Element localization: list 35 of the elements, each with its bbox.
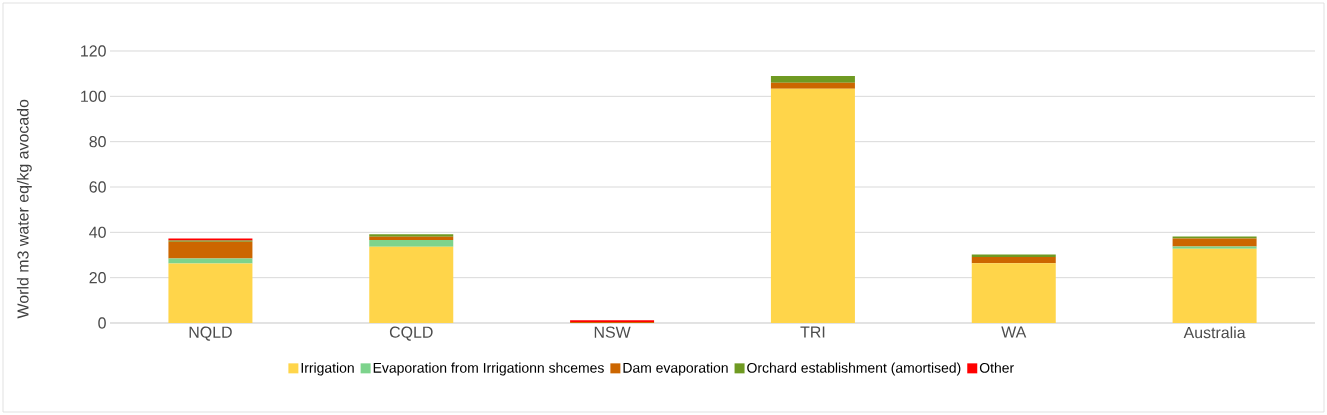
- bar: [1172, 246, 1257, 249]
- legend-label: Evaporation from Irrigationn shcemes: [373, 362, 604, 376]
- x-tick-label: NSW: [594, 326, 631, 338]
- legend-label: Orchard establishment (amortised): [747, 362, 961, 376]
- x-tick-label: TRI: [800, 326, 825, 338]
- bar: [369, 236, 454, 241]
- y-tick-label: 100: [81, 90, 106, 102]
- x-tick-label: Australia: [1183, 326, 1246, 339]
- legend-label: Other: [979, 362, 1014, 373]
- bar: [168, 263, 253, 323]
- bar: [369, 240, 454, 247]
- bar: [770, 88, 855, 323]
- y-axis-title: World m3 water eq/kg avocado: [16, 99, 32, 319]
- bar: [1172, 248, 1257, 323]
- legend-label: Dam evaporation: [623, 362, 728, 376]
- bar: [369, 234, 454, 237]
- bar: [168, 241, 253, 259]
- y-tick-label: 40: [89, 226, 106, 238]
- bar: [168, 258, 253, 264]
- bar: [1172, 236, 1257, 239]
- y-tick-label: 20: [89, 272, 106, 284]
- x-tick-label: NQLD: [189, 326, 232, 341]
- bar: [770, 75, 855, 83]
- bar: [369, 246, 454, 323]
- legend-label: Irrigation: [301, 362, 354, 376]
- bar: [1172, 238, 1257, 247]
- bar: [770, 82, 855, 89]
- x-tick-label: CQLD: [389, 326, 433, 341]
- y-tick-label: 120: [81, 45, 106, 57]
- y-tick-label: 0: [98, 317, 106, 329]
- bar: [971, 263, 1056, 323]
- x-tick-label: WA: [1001, 326, 1027, 338]
- bar: [971, 257, 1056, 264]
- y-tick-label: 80: [89, 136, 106, 148]
- y-tick-label: 60: [89, 181, 106, 193]
